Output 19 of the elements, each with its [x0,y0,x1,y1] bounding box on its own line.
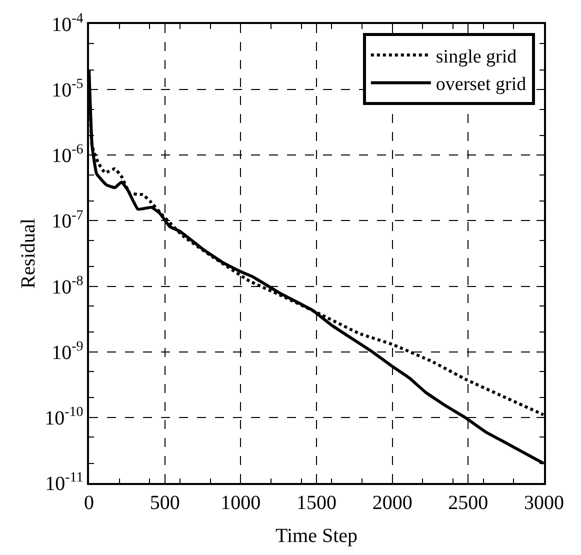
y-tick-label: 10$^{-10}$ [44,405,84,430]
y-tick-label: 10$^{-9}$ [52,339,84,364]
x-tick-label: 0 [84,492,94,514]
x-tick-label: 1500 [296,492,336,514]
legend-label: single grid [436,46,518,68]
legend-label: overset grid [436,74,527,96]
x-tick-label: 500 [150,492,180,514]
y-tick-label: 10$^{-11}$ [45,470,84,495]
y-tick-label: 10$^{-6}$ [52,142,84,168]
y-tick-label: 10$^{-7}$ [52,208,84,233]
x-tick-label: 1000 [220,492,261,514]
x-tick-label: 2500 [448,492,488,514]
x-tick-label: 3000 [524,492,564,514]
y-tick-label: 10$^{-8}$ [52,274,84,298]
x-axis-title: Time Step [275,524,358,547]
y-axis-title: Residual [18,218,40,288]
x-tick-label: 2000 [372,492,412,514]
y-tick-label: 10$^{-4}$ [52,12,84,36]
y-tick-label: 10$^{-5}$ [52,77,84,102]
